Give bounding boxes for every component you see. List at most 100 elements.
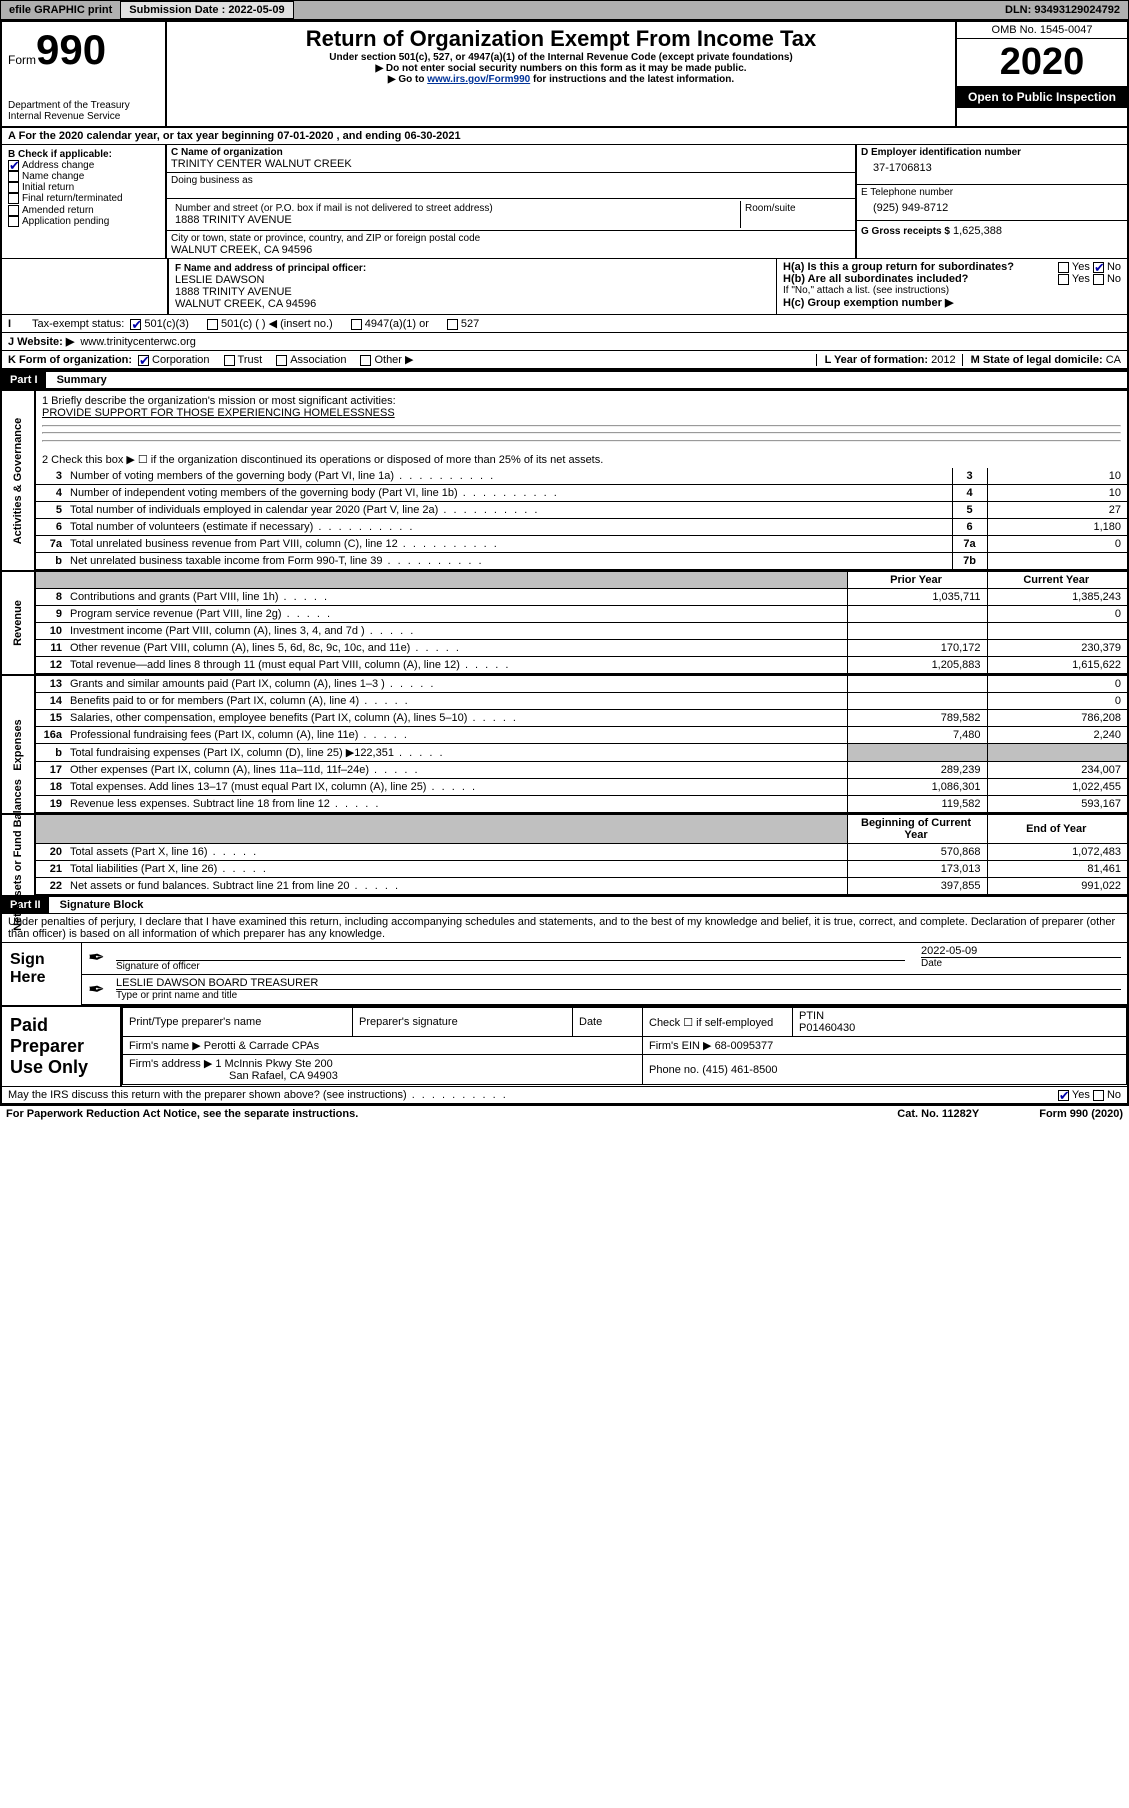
city-label: City or town, state or province, country… — [171, 233, 851, 244]
ha-no-checkbox[interactable] — [1093, 262, 1104, 273]
i-option[interactable]: 527 — [447, 318, 479, 330]
cat-no: Cat. No. 11282Y — [897, 1108, 979, 1120]
i-option[interactable]: 501(c)(3) — [130, 318, 189, 330]
part1-bar: Part I — [2, 372, 46, 388]
b-check-item[interactable]: Application pending — [8, 216, 159, 227]
omb-col: OMB No. 1545-0047 2020 Open to Public In… — [957, 22, 1127, 126]
firm-name-label: Firm's name ▶ — [129, 1040, 201, 1052]
i-option[interactable]: 501(c) ( ) ◀ (insert no.) — [207, 318, 333, 330]
checkbox-icon[interactable] — [8, 193, 19, 204]
discuss-no-checkbox[interactable] — [1093, 1090, 1104, 1101]
table-row: 21Total liabilities (Part X, line 26)173… — [36, 861, 1127, 878]
ptin-label: PTIN — [799, 1010, 824, 1022]
paperwork-notice: For Paperwork Reduction Act Notice, see … — [6, 1108, 358, 1120]
b-label: B Check if applicable: — [8, 149, 159, 160]
m-cell: M State of legal domicile: CA — [962, 354, 1121, 366]
discuss-yes-checkbox[interactable] — [1058, 1090, 1069, 1101]
checkbox-icon[interactable] — [447, 319, 458, 330]
form-990-number: 990 — [36, 26, 106, 73]
firm-ein-label: Firm's EIN ▶ — [649, 1040, 712, 1052]
street-value: 1888 TRINITY AVENUE — [175, 214, 736, 226]
i-option[interactable]: 4947(a)(1) or — [351, 318, 429, 330]
checkbox-icon[interactable] — [224, 355, 235, 366]
k-option[interactable]: Association — [276, 354, 346, 366]
table-row: 5Total number of individuals employed in… — [36, 502, 1127, 519]
c-label: C Name of organization — [171, 147, 851, 158]
k-l-m-row: K Form of organization: CorporationTrust… — [2, 351, 1127, 370]
checkbox-icon[interactable] — [276, 355, 287, 366]
h-c-label: H(c) Group exemption number ▶ — [783, 297, 953, 309]
k-option[interactable]: Corporation — [138, 354, 209, 366]
table-row: 16aProfessional fundraising fees (Part I… — [36, 727, 1127, 744]
table-row: 3Number of voting members of the governi… — [36, 468, 1127, 485]
sig-officer-label: Signature of officer — [116, 961, 905, 972]
h-a-label: H(a) Is this a group return for subordin… — [783, 261, 1014, 273]
table-row: 15Salaries, other compensation, employee… — [36, 710, 1127, 727]
expenses-section: Expenses 13Grants and similar amounts pa… — [2, 674, 1127, 813]
efile-label: efile GRAPHIC print — [1, 2, 120, 18]
firm-ein-value: 68-0095377 — [715, 1040, 774, 1052]
table-header-row: Beginning of Current YearEnd of Year — [36, 815, 1127, 844]
rev-vlabel-text: Revenue — [12, 600, 24, 646]
name-title-label: Type or print name and title — [116, 990, 1121, 1001]
table-row: 10Investment income (Part VIII, column (… — [36, 623, 1127, 640]
checkbox-icon[interactable] — [8, 205, 19, 216]
paid-preparer-label: Paid Preparer Use Only — [2, 1007, 122, 1086]
ha-yes-checkbox[interactable] — [1058, 262, 1069, 273]
checkbox-icon[interactable] — [138, 355, 149, 366]
j-website-row: J Website: ▶ www.trinitycenterwc.org — [2, 333, 1127, 351]
k-option[interactable]: Other ▶ — [360, 354, 413, 366]
officer-street: 1888 TRINITY AVENUE — [175, 286, 770, 298]
prep-date-hdr: Date — [573, 1008, 643, 1037]
paid-preparer-grid: Paid Preparer Use Only Print/Type prepar… — [2, 1005, 1127, 1086]
sig-row-1: ✒ Signature of officer 2022-05-09 Date — [82, 943, 1127, 975]
b-check-item[interactable]: Address change — [8, 160, 159, 171]
checkbox-icon[interactable] — [360, 355, 371, 366]
i-letter: I — [8, 318, 26, 330]
preparer-table: Print/Type preparer's name Preparer's si… — [122, 1007, 1127, 1085]
checkbox-icon[interactable] — [8, 182, 19, 193]
form-version: Form 990 (2020) — [1039, 1108, 1123, 1120]
h-b-label: H(b) Are all subordinates included? — [783, 273, 968, 285]
yes-label: Yes — [1072, 1089, 1090, 1101]
header-grid: Form990 Department of the Treasury Inter… — [2, 22, 1127, 128]
hb-no-checkbox[interactable] — [1093, 274, 1104, 285]
c-name-cell: C Name of organization TRINITY CENTER WA… — [167, 145, 855, 173]
checkbox-icon[interactable] — [8, 171, 19, 182]
firm-addr-cell: Firm's address ▶ 1 McInnis Pkwy Ste 200 … — [123, 1055, 643, 1085]
na-vlabel: Net Assets or Fund Balances — [2, 815, 36, 895]
k-option[interactable]: Trust — [224, 354, 263, 366]
l-value: 2012 — [931, 354, 955, 366]
b-check-item[interactable]: Name change — [8, 171, 159, 182]
checkbox-icon[interactable] — [130, 319, 141, 330]
ag-vlabel-text: Activities & Governance — [12, 417, 24, 544]
website-value: www.trinitycenterwc.org — [80, 336, 196, 348]
h-group-cell: H(a) Is this a group return for subordin… — [777, 259, 1127, 314]
b-check-item[interactable]: Amended return — [8, 205, 159, 216]
expenses-table: 13Grants and similar amounts paid (Part … — [36, 676, 1127, 813]
officer-city: WALNUT CREEK, CA 94596 — [175, 298, 770, 310]
checkbox-icon[interactable] — [207, 319, 218, 330]
f-h-row: F Name and address of principal officer:… — [2, 258, 1127, 314]
b-check-item[interactable]: Final return/terminated — [8, 193, 159, 204]
l-cell: L Year of formation: 2012 — [816, 354, 956, 366]
tax-year: 2020 — [1000, 41, 1085, 83]
exp-vlabel-text: Expenses — [12, 719, 24, 770]
sig-date-value: 2022-05-09 — [921, 945, 1121, 957]
sig-row-2: ✒ LESLIE DAWSON BOARD TREASURER Type or … — [82, 975, 1127, 1005]
org-name: TRINITY CENTER WALNUT CREEK — [171, 158, 851, 170]
form990-link[interactable]: www.irs.gov/Form990 — [427, 74, 530, 85]
checkbox-icon[interactable] — [8, 160, 19, 171]
efile-topbar: efile GRAPHIC print Submission Date : 20… — [0, 0, 1129, 20]
no-label: No — [1107, 261, 1121, 273]
hb-yes-checkbox[interactable] — [1058, 274, 1069, 285]
activities-governance-section: Activities & Governance 1 Briefly descri… — [2, 389, 1127, 570]
checkbox-icon[interactable] — [8, 216, 19, 227]
firm-addr-label: Firm's address ▶ — [129, 1058, 212, 1070]
form-word: Form — [8, 53, 36, 67]
checkbox-icon[interactable] — [351, 319, 362, 330]
b-check-item[interactable]: Initial return — [8, 182, 159, 193]
m-value: CA — [1106, 354, 1121, 366]
form-outer: Form990 Department of the Treasury Inter… — [0, 20, 1129, 1105]
table-row: 22Net assets or fund balances. Subtract … — [36, 878, 1127, 895]
